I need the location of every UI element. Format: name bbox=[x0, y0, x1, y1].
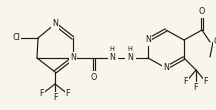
Text: O: O bbox=[214, 38, 216, 47]
Text: N: N bbox=[109, 53, 115, 62]
Text: N: N bbox=[145, 36, 151, 45]
Text: F: F bbox=[184, 78, 188, 86]
Text: F: F bbox=[53, 94, 57, 103]
Text: F: F bbox=[194, 83, 198, 93]
Text: F: F bbox=[66, 90, 70, 98]
Text: H: H bbox=[128, 46, 132, 52]
Text: O: O bbox=[199, 7, 205, 16]
Text: N: N bbox=[127, 53, 133, 62]
Text: F: F bbox=[204, 78, 208, 86]
Text: O: O bbox=[91, 72, 97, 82]
Text: N: N bbox=[52, 19, 58, 28]
Text: H: H bbox=[110, 46, 114, 52]
Text: N: N bbox=[70, 53, 76, 62]
Text: Cl: Cl bbox=[12, 34, 20, 42]
Text: N: N bbox=[163, 63, 169, 72]
Text: F: F bbox=[40, 90, 44, 98]
